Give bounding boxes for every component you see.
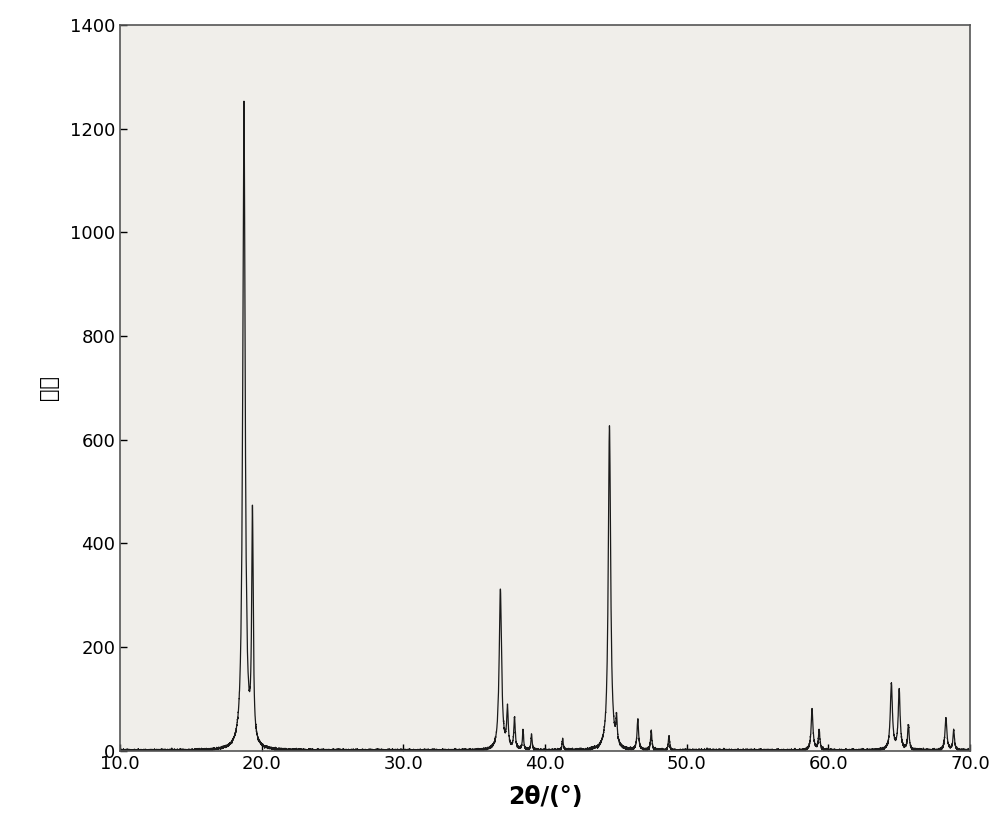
X-axis label: 2θ/(°): 2θ/(°): [508, 785, 582, 809]
Y-axis label: 强度: 强度: [39, 375, 59, 400]
